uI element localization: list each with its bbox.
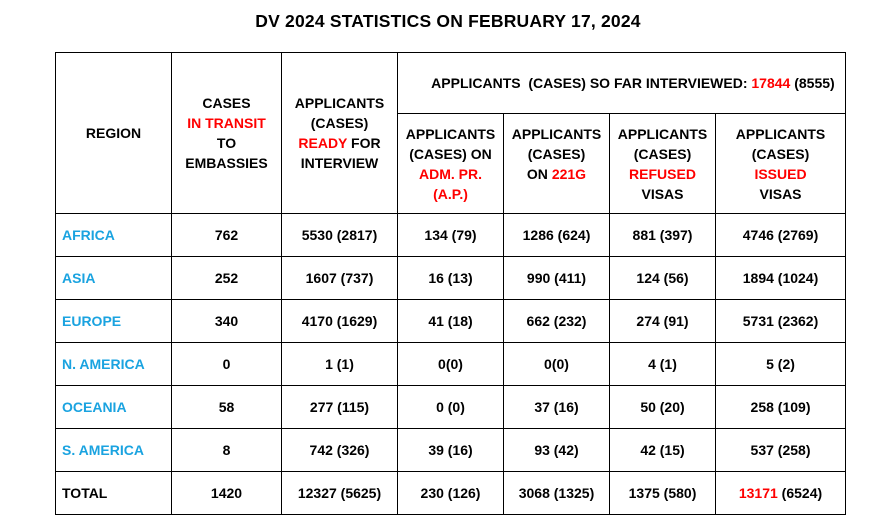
issued-cell: 5731 (2362) [714,299,847,343]
total-issued: 13171 (6524) [714,471,847,515]
refused-cell: 4 (1) [609,342,716,386]
table-row: ASIA 252 1607 (737) 16 (13) 990 (411) 12… [55,256,847,300]
table-row: OCEANIA 58 277 (115) 0 (0) 37 (16) 50 (2… [55,385,847,429]
header-region: REGION [55,52,172,214]
region-cell: N. AMERICA [55,342,172,386]
ap-cell: 16 (13) [397,256,504,300]
issued-cell: 1894 (1024) [714,256,847,300]
statistics-table: REGION CASES IN TRANSIT TO EMBASSIES APP… [55,52,847,515]
refused-cell: 50 (20) [609,385,716,429]
g221-cell: 93 (42) [503,428,610,472]
ap-cell: 0(0) [397,342,504,386]
header-221g: APPLICANTS (CASES) ON 221G [503,113,610,214]
transit-cell: 58 [171,385,282,429]
table-row: S. AMERICA 8 742 (326) 39 (16) 93 (42) 4… [55,428,847,472]
page-title: DV 2024 STATISTICS ON FEBRUARY 17, 2024 [255,11,641,31]
refused-cell: 124 (56) [609,256,716,300]
ready-cell: 1607 (737) [281,256,398,300]
issued-cell: 258 (109) [714,385,847,429]
header-refused: APPLICANTS (CASES) REFUSED VISAS [609,113,716,214]
header-ap: APPLICANTS (CASES) ON ADM. PR. (A.P.) [397,113,504,214]
refused-cell: 274 (91) [609,299,716,343]
ready-cell: 742 (326) [281,428,398,472]
header-ready: APPLICANTS (CASES) READY FOR INTERVIEW [281,52,398,214]
header-issued: APPLICANTS (CASES) ISSUED VISAS [714,113,847,214]
ready-cell: 277 (115) [281,385,398,429]
total-refused: 1375 (580) [609,471,716,515]
region-cell: S. AMERICA [55,428,172,472]
table-row: AFRICA 762 5530 (2817) 134 (79) 1286 (62… [55,213,847,257]
transit-cell: 252 [171,256,282,300]
refused-cell: 881 (397) [609,213,716,257]
refused-cell: 42 (15) [609,428,716,472]
issued-cell: 5 (2) [714,342,847,386]
ap-cell: 134 (79) [397,213,504,257]
ready-cell: 4170 (1629) [281,299,398,343]
header-interviewed: APPLICANTS (CASES) SO FAR INTERVIEWED: 1… [396,52,847,114]
ap-cell: 41 (18) [397,299,504,343]
ready-cell: 5530 (2817) [281,213,398,257]
table-row: EUROPE 340 4170 (1629) 41 (18) 662 (232)… [55,299,847,343]
issued-cell: 4746 (2769) [714,213,847,257]
region-cell: AFRICA [55,213,172,257]
g221-cell: 0(0) [503,342,610,386]
total-ready: 12327 (5625) [281,471,398,515]
issued-cell: 537 (258) [714,428,847,472]
g221-cell: 990 (411) [503,256,610,300]
transit-cell: 762 [171,213,282,257]
g221-cell: 662 (232) [503,299,610,343]
total-ap: 230 (126) [397,471,504,515]
ap-cell: 0 (0) [397,385,504,429]
ap-cell: 39 (16) [397,428,504,472]
g221-cell: 37 (16) [503,385,610,429]
total-g221: 3068 (1325) [503,471,610,515]
transit-cell: 8 [171,428,282,472]
region-cell: ASIA [55,256,172,300]
g221-cell: 1286 (624) [503,213,610,257]
header-transit: CASES IN TRANSIT TO EMBASSIES [171,52,282,214]
region-cell: EUROPE [55,299,172,343]
total-label: TOTAL [55,471,172,515]
total-transit: 1420 [171,471,282,515]
ready-cell: 1 (1) [281,342,398,386]
header-row-top: REGION CASES IN TRANSIT TO EMBASSIES APP… [55,52,847,214]
region-cell: OCEANIA [55,385,172,429]
table-row: N. AMERICA 0 1 (1) 0(0) 0(0) 4 (1) 5 (2) [55,342,847,386]
transit-cell: 340 [171,299,282,343]
transit-cell: 0 [171,342,282,386]
total-row: TOTAL 1420 12327 (5625) 230 (126) 3068 (… [55,471,847,515]
